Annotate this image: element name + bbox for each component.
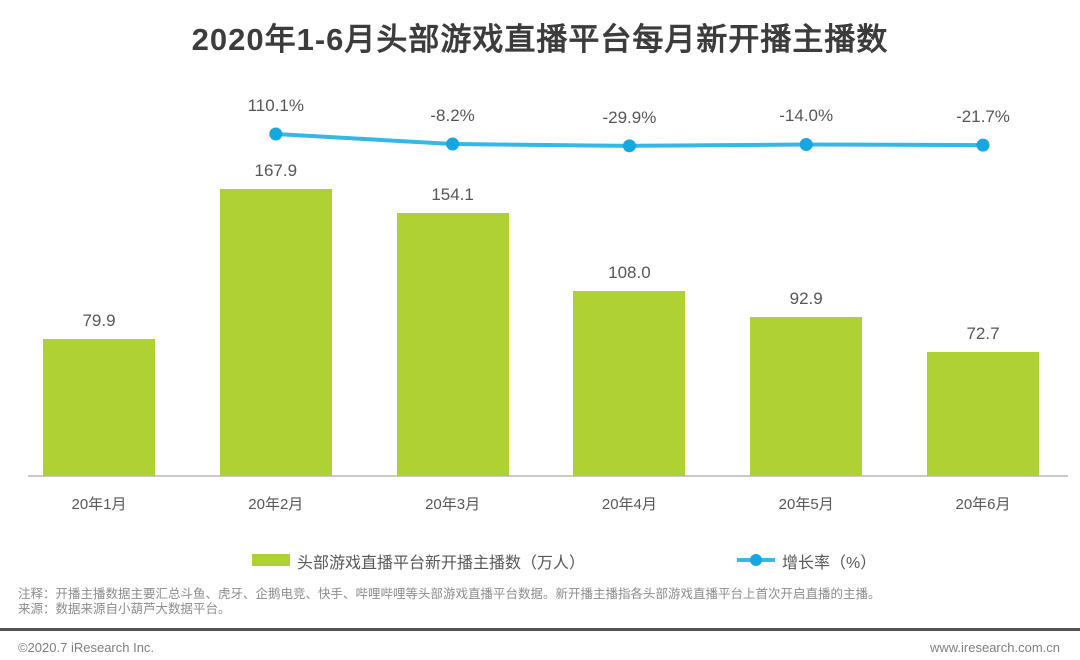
growth-rate-label: -21.7% [956,107,1010,127]
x-axis-label: 20年3月 [425,496,481,513]
note-line-1: 注释：开播主播数据主要汇总斗鱼、虎牙、企鹅电竞、快手、哔哩哔哩等头部游戏直播平台… [18,587,881,601]
bar [219,189,332,476]
legend-line-marker-icon [737,554,775,566]
footer-website: www.iresearch.com.cn [929,640,1060,655]
bar [927,351,1039,476]
bar-value-label: 72.7 [966,323,1000,343]
legend-bar-swatch-icon [252,554,290,566]
bar-value-label: 154.1 [431,184,474,204]
footer-divider [0,628,1080,631]
x-axis-label: 20年1月 [71,496,127,513]
bar-value-label: 108.0 [608,263,651,283]
line-point-marker-icon [622,139,636,153]
footnotes: 注释：开播主播数据主要汇总斗鱼、虎牙、企鹅电竞、快手、哔哩哔哩等头部游戏直播平台… [18,587,1068,617]
bar-value-label: 167.9 [254,161,298,181]
line-point-marker-icon [269,127,283,141]
line-point-marker-icon [799,137,813,151]
x-axis-label: 20年4月 [601,496,657,513]
legend-bar-label: 头部游戏直播平台新开播主播数（万人） [297,555,586,572]
growth-rate-label: -29.9% [602,107,657,127]
bar [573,291,686,476]
bar-value-label: 79.9 [82,311,116,331]
x-axis-label: 20年2月 [248,496,304,513]
line-point-marker-icon [976,138,990,152]
footer-copyright: ©2020.7 iResearch Inc. [18,640,155,655]
growth-rate-label: -14.0% [779,106,834,126]
x-axis-line [28,475,1068,477]
legend-line-label: 增长率（%） [782,555,877,572]
bar [396,212,509,476]
chart-title: 2020年1-6月头部游戏直播平台每月新开播主播数 [191,22,889,57]
growth-rate-label: -8.2% [430,105,475,125]
note-line-2: 来源：数据来源自小葫芦大数据平台。 [18,602,231,616]
bar [750,317,863,476]
bar [43,339,155,476]
x-axis-label: 20年5月 [778,496,834,513]
x-axis-label: 20年6月 [955,496,1011,513]
bar-value-label: 92.9 [789,289,823,309]
line-point-marker-icon [446,137,460,151]
growth-rate-label: 110.1% [247,96,304,115]
